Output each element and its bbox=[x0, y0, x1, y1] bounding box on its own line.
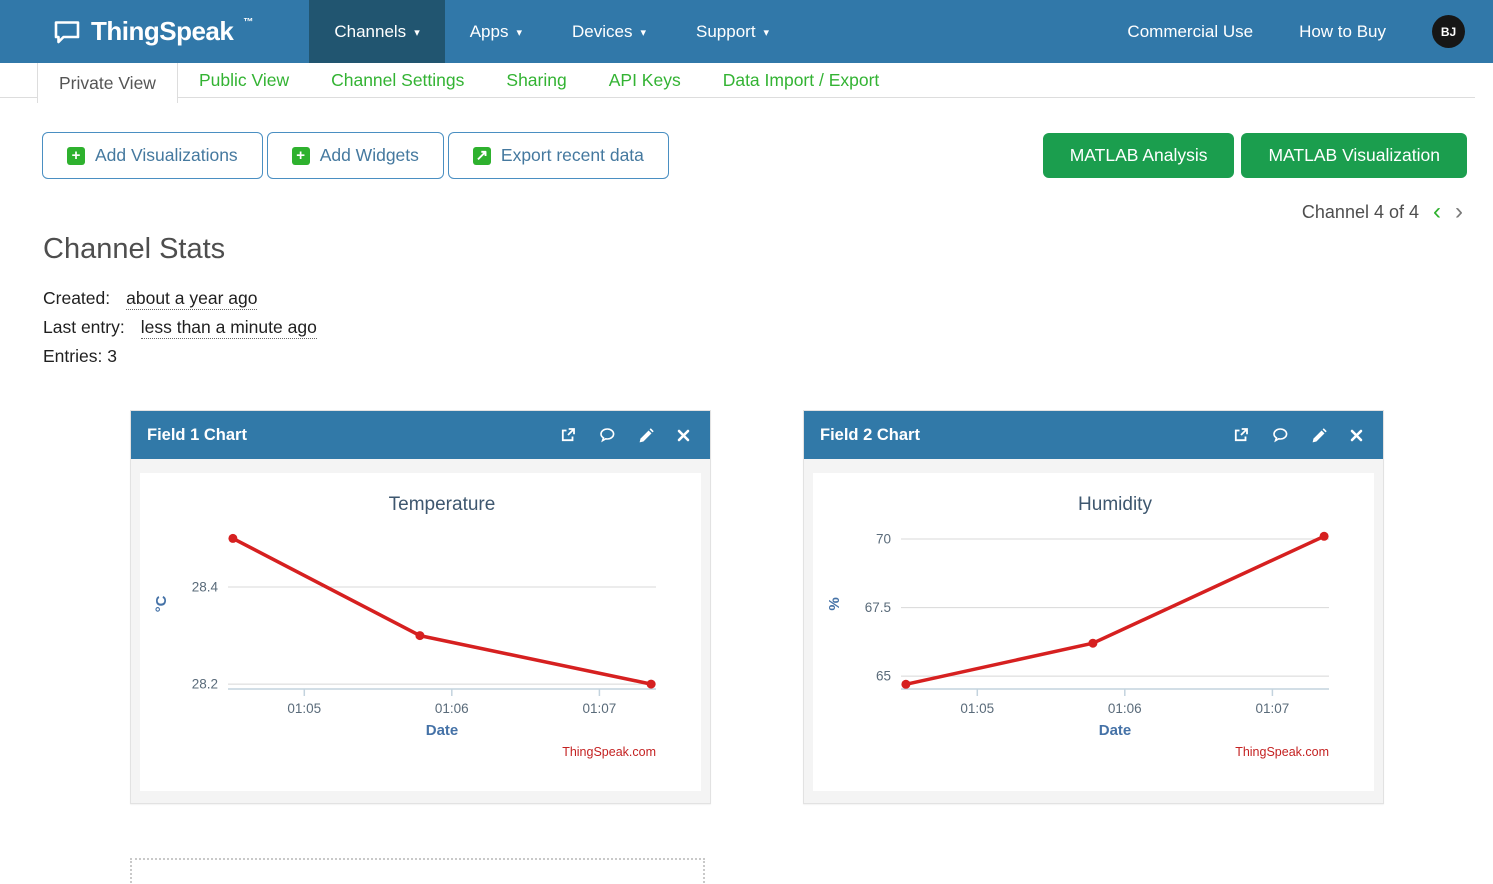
field2-chart-panel: Field 2 Chart 65 67.5 70 01:05 01:06 01:07 Hum… bbox=[803, 410, 1384, 804]
edit-pencil-icon[interactable] bbox=[1312, 427, 1327, 443]
channel-toolbar: + Add Visualizations + Add Widgets ↗ Exp… bbox=[42, 132, 669, 179]
panel-header-icons bbox=[560, 427, 690, 443]
tab-api-keys[interactable]: API Keys bbox=[608, 69, 681, 90]
widget-drop-zone-placeholder bbox=[130, 858, 705, 884]
add-visualizations-button[interactable]: + Add Visualizations bbox=[42, 132, 263, 179]
previous-channel-chevron-icon[interactable]: ‹ bbox=[1433, 198, 1441, 225]
channel-tabbar: Private View Public View Channel Setting… bbox=[0, 63, 1475, 103]
svg-text:01:06: 01:06 bbox=[1108, 701, 1142, 716]
svg-text:70: 70 bbox=[876, 532, 891, 547]
close-icon[interactable] bbox=[1350, 429, 1363, 442]
thingspeak-logo[interactable]: ThingSpeak ™ bbox=[52, 0, 253, 63]
plus-icon: + bbox=[67, 146, 85, 165]
svg-text:01:05: 01:05 bbox=[287, 701, 321, 716]
nav-item-label: Devices bbox=[572, 21, 633, 41]
nav-item-apps[interactable]: Apps ▾ bbox=[445, 0, 547, 63]
svg-text:65: 65 bbox=[876, 669, 891, 684]
button-label: Export recent data bbox=[500, 145, 644, 165]
tab-sharing[interactable]: Sharing bbox=[506, 69, 567, 90]
tab-private-view[interactable]: Private View bbox=[37, 63, 178, 103]
created-label: Created: bbox=[43, 288, 111, 308]
panel-title: Field 2 Chart bbox=[820, 425, 920, 444]
humidity-line-chart: 65 67.5 70 01:05 01:06 01:07 Humidity% Date Thin… bbox=[826, 494, 1329, 759]
comment-icon[interactable] bbox=[599, 427, 616, 443]
last-entry-label: Last entry: bbox=[43, 317, 125, 337]
svg-text:Date: Date bbox=[1099, 722, 1132, 739]
channel-pagination: Channel 4 of 4 ‹ › bbox=[1302, 200, 1463, 224]
temperature-line-chart: 28.2 28.4 01:05 01:06 01:07 Temperature °C Date… bbox=[153, 494, 656, 759]
nav-item-devices[interactable]: Devices ▾ bbox=[547, 0, 671, 63]
stat-created-row: Created: about a year ago bbox=[43, 288, 258, 310]
page-title: Channel Stats bbox=[43, 233, 226, 265]
stat-last-entry-row: Last entry: less than a minute ago bbox=[43, 317, 317, 339]
panel-header-icons bbox=[1233, 427, 1363, 443]
top-navbar: ThingSpeak ™ Channels ▾ Apps ▾ Devices ▾… bbox=[0, 0, 1493, 63]
caret-down-icon: ▾ bbox=[414, 27, 420, 39]
matlab-analysis-button[interactable]: MATLAB Analysis bbox=[1042, 133, 1235, 178]
panel-title: Field 1 Chart bbox=[147, 425, 247, 444]
svg-text:28.2: 28.2 bbox=[192, 677, 218, 692]
field1-chart-panel-header: Field 1 Chart bbox=[131, 411, 710, 459]
last-entry-value[interactable]: less than a minute ago bbox=[140, 317, 317, 339]
entries-value: Entries: 3 bbox=[43, 346, 117, 366]
nav-item-label: Apps bbox=[469, 21, 509, 41]
svg-text:Date: Date bbox=[426, 722, 459, 739]
field2-chart-panel-header: Field 2 Chart bbox=[804, 411, 1383, 459]
export-icon: ↗ bbox=[472, 146, 491, 165]
close-icon[interactable] bbox=[677, 429, 690, 442]
add-widgets-button[interactable]: + Add Widgets bbox=[266, 132, 444, 179]
field2-chart: 65 67.5 70 01:05 01:06 01:07 Humidity% Date Thin… bbox=[813, 473, 1374, 791]
svg-text:%: % bbox=[826, 597, 843, 610]
nav-item-support[interactable]: Support ▾ bbox=[671, 0, 794, 63]
tab-public-view[interactable]: Public View bbox=[198, 69, 290, 90]
external-link-icon[interactable] bbox=[1233, 427, 1249, 443]
svg-text:Humidity: Humidity bbox=[1078, 494, 1152, 515]
external-link-icon[interactable] bbox=[560, 427, 576, 443]
svg-text:ThingSpeak.com: ThingSpeak.com bbox=[1235, 745, 1329, 759]
svg-text:Temperature: Temperature bbox=[389, 494, 496, 515]
nav-link-commercial-use[interactable]: Commercial Use bbox=[1127, 21, 1254, 41]
tab-channel-settings[interactable]: Channel Settings bbox=[331, 69, 465, 90]
matlab-buttons: MATLAB Analysis MATLAB Visualization bbox=[1042, 133, 1467, 178]
caret-down-icon: ▾ bbox=[640, 27, 646, 39]
next-channel-chevron-icon[interactable]: › bbox=[1455, 198, 1463, 225]
svg-text:01:06: 01:06 bbox=[435, 701, 469, 716]
field1-chart: 28.2 28.4 01:05 01:06 01:07 Temperature °C Date… bbox=[140, 473, 701, 791]
svg-text:°C: °C bbox=[153, 595, 170, 612]
channel-pagination-label: Channel 4 of 4 bbox=[1301, 201, 1419, 222]
trademark-symbol: ™ bbox=[243, 17, 254, 28]
matlab-visualization-button[interactable]: MATLAB Visualization bbox=[1241, 133, 1467, 178]
svg-text:67.5: 67.5 bbox=[865, 600, 891, 615]
brand-name: ThingSpeak bbox=[91, 16, 234, 46]
button-label: Add Visualizations bbox=[95, 145, 238, 165]
plus-icon: + bbox=[291, 146, 310, 165]
svg-text:01:07: 01:07 bbox=[1256, 701, 1290, 716]
created-value[interactable]: about a year ago bbox=[126, 288, 258, 310]
svg-text:28.4: 28.4 bbox=[192, 580, 219, 595]
export-recent-data-button[interactable]: ↗ Export recent data bbox=[447, 132, 669, 179]
caret-down-icon: ▾ bbox=[763, 27, 770, 39]
svg-text:ThingSpeak.com: ThingSpeak.com bbox=[562, 745, 656, 759]
button-label: Add Widgets bbox=[319, 145, 419, 165]
stat-entries-row: Entries: 3 bbox=[43, 346, 117, 367]
navbar-right-section: Commercial Use How to Buy BJ bbox=[1127, 0, 1465, 63]
tab-data-import-export[interactable]: Data Import / Export bbox=[722, 69, 880, 90]
nav-link-how-to-buy[interactable]: How to Buy bbox=[1299, 21, 1386, 41]
caret-down-icon: ▾ bbox=[516, 27, 522, 39]
user-avatar[interactable]: BJ bbox=[1432, 15, 1465, 48]
svg-text:01:05: 01:05 bbox=[960, 701, 994, 716]
svg-text:01:07: 01:07 bbox=[583, 701, 617, 716]
speech-bubble-icon bbox=[52, 18, 82, 46]
field1-chart-panel: Field 1 Chart 28.2 28.4 01:05 01:06 01:07 Tem… bbox=[130, 410, 711, 804]
nav-item-channels[interactable]: Channels ▾ bbox=[309, 0, 445, 63]
comment-icon[interactable] bbox=[1272, 427, 1289, 443]
nav-item-label: Channels bbox=[334, 21, 407, 41]
main-nav-menu: Channels ▾ Apps ▾ Devices ▾ Support ▾ bbox=[309, 0, 794, 63]
edit-pencil-icon[interactable] bbox=[639, 427, 654, 443]
nav-item-label: Support bbox=[696, 21, 756, 41]
